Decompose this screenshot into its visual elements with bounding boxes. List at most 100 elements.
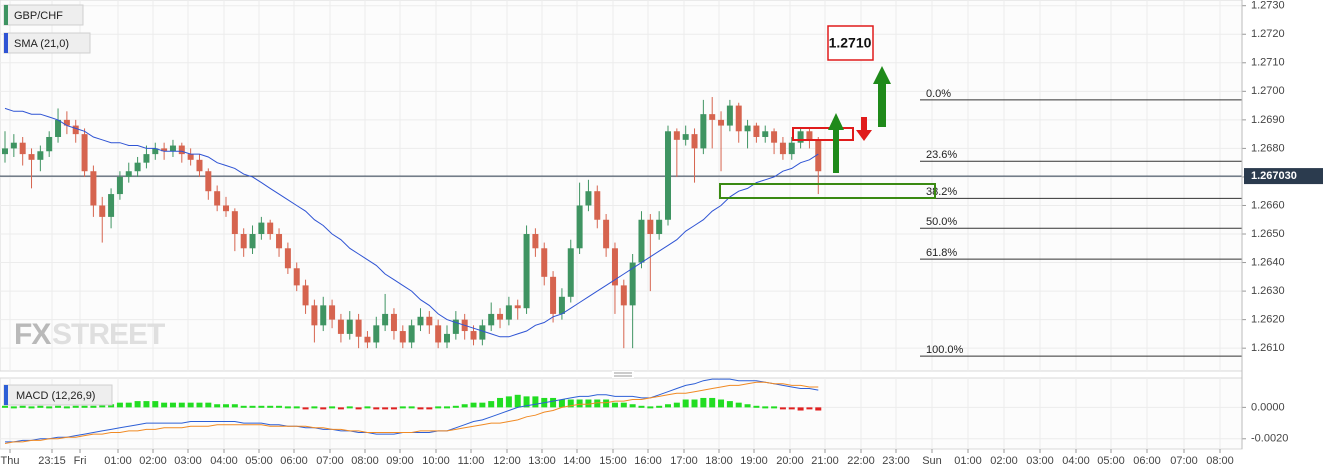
target-label: 1.2710 xyxy=(829,35,872,51)
macd-histogram-bar xyxy=(108,404,115,408)
macd-histogram-bar xyxy=(55,405,62,408)
candle-body xyxy=(479,325,486,340)
y-tick-label: 1.2630 xyxy=(1251,285,1285,297)
x-tick-label: 06:00 xyxy=(1133,455,1161,467)
macd-histogram-bar xyxy=(293,406,300,409)
signal-line xyxy=(4,381,819,444)
macd-histogram-bar xyxy=(673,402,680,408)
candle-body xyxy=(311,305,318,326)
candle-body xyxy=(161,148,168,152)
x-tick-label: 15:00 xyxy=(599,455,627,467)
candle-body xyxy=(726,105,733,126)
main-pane xyxy=(0,0,1243,372)
x-tick-label: 16:00 xyxy=(634,455,662,467)
candle-body xyxy=(81,134,88,172)
macd-histogram-bar xyxy=(567,399,574,408)
macd-histogram-bar xyxy=(523,396,530,408)
candle-body xyxy=(249,234,256,249)
candle-body xyxy=(435,325,442,343)
watermark: FX STREET xyxy=(14,318,166,351)
macd-histogram-bar xyxy=(390,407,397,410)
candle-body xyxy=(444,333,450,343)
y-tick-label: 1.2700 xyxy=(1251,85,1285,97)
candle-body xyxy=(72,125,79,135)
candle-body xyxy=(558,296,565,314)
y-tick-label: 1.2610 xyxy=(1251,342,1285,354)
candle-body xyxy=(815,139,822,172)
candle-body xyxy=(779,142,786,155)
x-tick-label: 21:00 xyxy=(811,455,839,467)
macd-histogram-bar xyxy=(152,401,159,408)
candle-body xyxy=(320,305,327,326)
x-tick-label: 20:00 xyxy=(776,455,804,467)
macd-histogram-bar xyxy=(691,399,698,408)
macd-histogram-bar xyxy=(302,407,309,410)
macd-histogram-bar xyxy=(576,399,583,408)
candle-body xyxy=(550,276,557,314)
watermark-street: STREET xyxy=(52,318,165,351)
macd-histogram-bar xyxy=(505,396,512,408)
x-tick-label: 23:15 xyxy=(38,455,66,467)
macd-pane xyxy=(0,377,1243,450)
candle-body xyxy=(223,205,229,212)
x-tick-label: 09:00 xyxy=(386,455,414,467)
macd-histogram-bar xyxy=(116,402,123,408)
y-tick-label: 1.2690 xyxy=(1251,114,1285,126)
macd-histogram-bar xyxy=(771,406,778,409)
macd-histogram-bar xyxy=(382,407,389,410)
x-tick-label: 06:00 xyxy=(280,455,308,467)
x-tick-label: 05:00 xyxy=(245,455,273,467)
candle-body xyxy=(470,331,477,340)
candle-body xyxy=(603,219,610,249)
candle-body xyxy=(532,234,539,249)
candle-body xyxy=(744,125,751,132)
fib-label: 0.0% xyxy=(926,88,951,100)
macd-histogram-bar xyxy=(682,399,689,408)
macd-histogram-bar xyxy=(435,406,442,409)
candle-body xyxy=(364,336,371,343)
candle-body xyxy=(762,131,769,137)
candle-body xyxy=(390,313,397,332)
macd-histogram-bar xyxy=(169,402,176,408)
macd-histogram-bar xyxy=(399,406,406,409)
y-tick-label: 1.2620 xyxy=(1251,314,1285,326)
candle-body xyxy=(797,131,804,143)
macd-swatch xyxy=(4,385,8,405)
candle-body xyxy=(276,234,283,249)
candle-body xyxy=(152,148,159,155)
candle-body xyxy=(99,205,106,217)
x-tick-label: 01:00 xyxy=(104,455,132,467)
macd-histogram-bar xyxy=(187,402,194,408)
x-tick-label: 23:00 xyxy=(882,455,910,467)
macd-histogram-bar xyxy=(779,407,786,410)
candle-body xyxy=(523,234,530,309)
candle-body xyxy=(488,313,495,326)
macd-histogram-bar xyxy=(72,405,79,408)
candle-body xyxy=(735,105,742,132)
x-tick-label: 03:00 xyxy=(174,455,202,467)
candle-body xyxy=(284,248,291,269)
y-tick-label: 1.2680 xyxy=(1251,142,1285,154)
candle-body xyxy=(505,305,512,320)
candle-body xyxy=(231,211,238,235)
candle-body xyxy=(302,285,309,306)
candle-body xyxy=(10,142,17,149)
fib-label: 100.0% xyxy=(926,344,964,356)
candle-body xyxy=(116,176,123,195)
candle-body xyxy=(594,191,601,220)
candle-body xyxy=(214,191,221,206)
macd-histogram-bar xyxy=(444,406,450,409)
candle-body xyxy=(373,325,380,343)
candle-body xyxy=(514,305,521,309)
macd-histogram-bar xyxy=(815,407,822,411)
macd-histogram-bar xyxy=(214,404,221,408)
macd-histogram-bar xyxy=(762,406,769,409)
candle-body xyxy=(169,145,176,152)
fib-label: 38.2% xyxy=(926,186,957,198)
macd-histogram-bar xyxy=(178,402,185,408)
macd-histogram-bar xyxy=(337,407,344,410)
macd-histogram-bar xyxy=(284,406,291,409)
x-tick-label: 05:00 xyxy=(1097,455,1125,467)
pane-grip[interactable] xyxy=(612,371,634,378)
candle-body xyxy=(426,316,433,326)
